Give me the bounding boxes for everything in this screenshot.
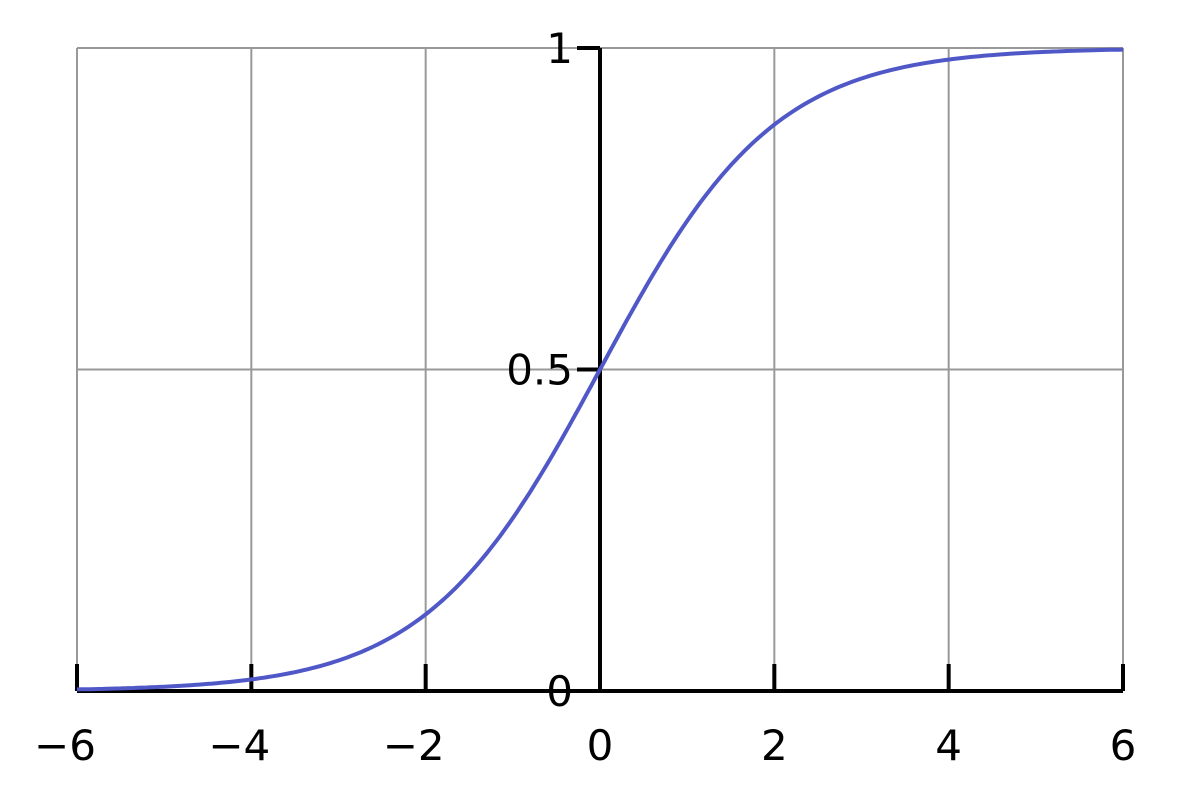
series bbox=[76, 47, 1124, 692]
x-tick-label: 2 bbox=[761, 721, 788, 770]
x-tick-label: 4 bbox=[935, 721, 962, 770]
x-tick-label: −6 bbox=[34, 721, 96, 770]
y-tick-label: 1 bbox=[546, 24, 573, 73]
y-tick-label: 0 bbox=[546, 667, 573, 716]
y-tick-label: 0.5 bbox=[506, 346, 573, 395]
x-tick-label: −2 bbox=[383, 721, 445, 770]
x-tick-label: 0 bbox=[587, 721, 614, 770]
x-tick-label: 6 bbox=[1110, 721, 1137, 770]
x-tick-label: −4 bbox=[208, 721, 270, 770]
sigmoid-curve bbox=[76, 47, 1124, 692]
tick-labels: −6 −4 −2 0 2 4 6 0 0.5 1 bbox=[34, 24, 1136, 770]
